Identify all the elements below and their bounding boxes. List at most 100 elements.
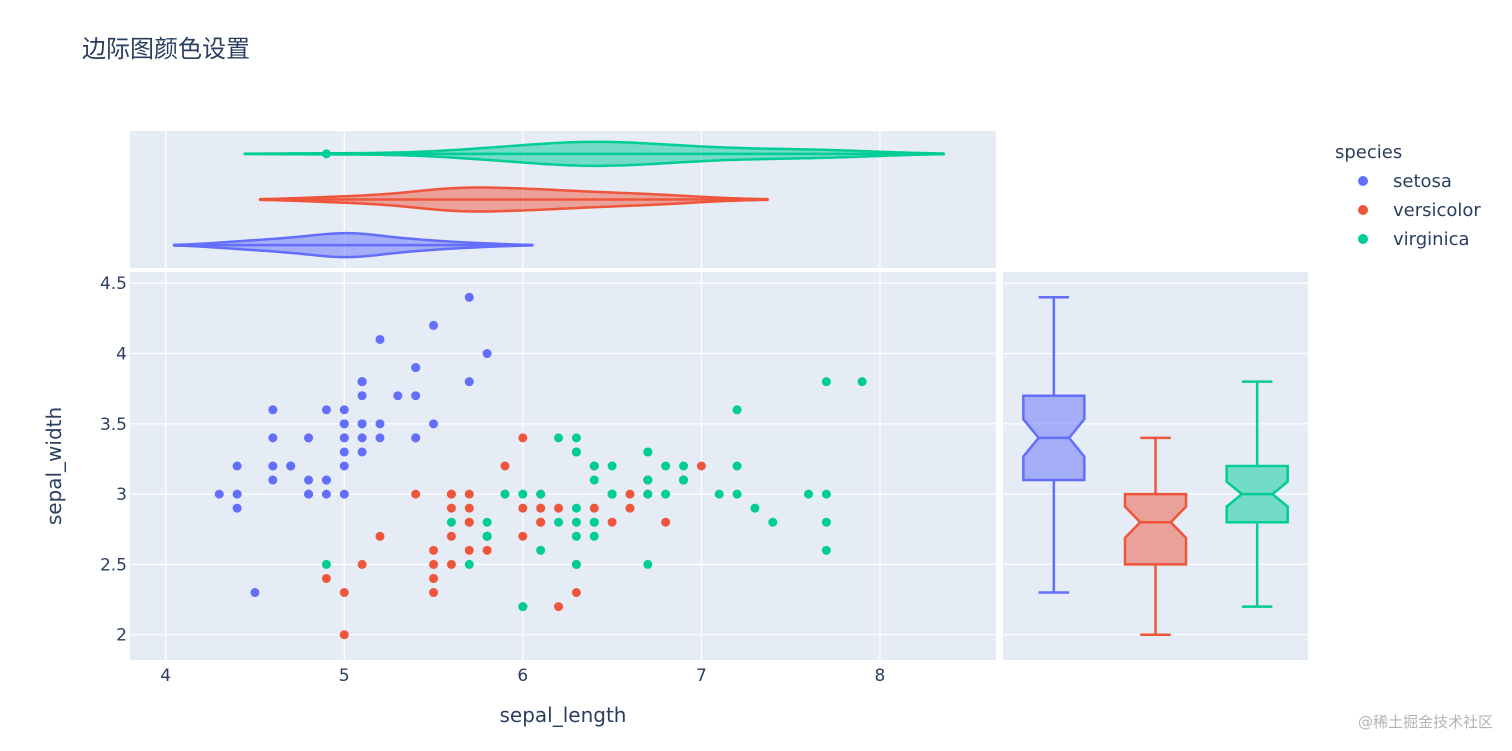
scatter-point-versicolor — [518, 433, 528, 443]
scatter-point-virginica — [536, 489, 546, 499]
legend-marker-versicolor — [1358, 205, 1368, 215]
scatter-point-virginica — [446, 517, 456, 527]
scatter-point-setosa — [357, 391, 367, 401]
scatter-point-versicolor — [554, 503, 564, 513]
scatter-point-versicolor — [589, 503, 599, 513]
scatter-point-virginica — [714, 489, 724, 499]
scatter-point-versicolor — [464, 489, 474, 499]
scatter-point-versicolor — [446, 503, 456, 513]
x-tick-label: 4 — [160, 666, 171, 686]
scatter-point-versicolor — [464, 545, 474, 555]
scatter-point-virginica — [821, 517, 831, 527]
scatter-point-setosa — [339, 447, 349, 457]
scatter-point-setosa — [339, 419, 349, 429]
scatter-point-setosa — [268, 405, 278, 415]
scatter-point-setosa — [339, 461, 349, 471]
scatter-point-versicolor — [429, 573, 439, 583]
scatter-point-virginica — [589, 475, 599, 485]
scatter-point-versicolor — [446, 489, 456, 499]
scatter-point-versicolor — [536, 503, 546, 513]
scatter-point-virginica — [643, 447, 653, 457]
scatter-point-virginica — [321, 559, 331, 569]
scatter-point-virginica — [554, 433, 564, 443]
scatter-point-versicolor — [518, 531, 528, 541]
scatter-point-versicolor — [518, 503, 528, 513]
scatter-point-versicolor — [357, 559, 367, 569]
scatter-point-virginica — [589, 517, 599, 527]
scatter-point-setosa — [268, 461, 278, 471]
scatter-point-virginica — [821, 377, 831, 387]
x-axis-title: sepal_length — [500, 703, 627, 727]
scatter-point-setosa — [339, 405, 349, 415]
scatter-point-virginica — [732, 405, 742, 415]
scatter-point-virginica — [589, 461, 599, 471]
scatter-point-virginica — [661, 489, 671, 499]
scatter-point-setosa — [375, 334, 385, 344]
scatter-point-virginica — [589, 531, 599, 541]
scatter-point-versicolor — [625, 489, 635, 499]
scatter-point-setosa — [357, 433, 367, 443]
scatter-point-setosa — [375, 433, 385, 443]
legend-label-setosa: setosa — [1393, 171, 1452, 192]
scatter-point-virginica — [643, 489, 653, 499]
scatter-point-setosa — [304, 489, 314, 499]
scatter-point-setosa — [411, 391, 421, 401]
scatter-point-setosa — [232, 503, 242, 513]
legend-marker-setosa — [1358, 176, 1368, 186]
scatter-point-virginica — [482, 531, 492, 541]
scatter-point-setosa — [321, 405, 331, 415]
scatter-point-versicolor — [696, 461, 706, 471]
scatter-point-virginica — [571, 433, 581, 443]
scatter-point-setosa — [214, 489, 224, 499]
watermark-text: @稀土掘金技术社区 — [1358, 713, 1493, 731]
scatter-point-versicolor — [607, 517, 617, 527]
scatter-plot-background — [130, 272, 996, 660]
scatter-point-versicolor — [339, 630, 349, 640]
scatter-point-versicolor — [625, 503, 635, 513]
scatter-point-versicolor — [321, 573, 331, 583]
violin-outlier-point-virginica — [321, 149, 331, 159]
scatter-point-versicolor — [661, 517, 671, 527]
scatter-point-setosa — [375, 419, 385, 429]
y-tick-label: 4 — [116, 345, 127, 365]
scatter-point-versicolor — [429, 588, 439, 598]
x-tick-label: 8 — [875, 666, 886, 686]
scatter-point-virginica — [643, 475, 653, 485]
scatter-point-virginica — [607, 489, 617, 499]
violin-marginal-panel — [130, 131, 996, 268]
scatter-point-virginica — [661, 461, 671, 471]
scatter-point-virginica — [821, 545, 831, 555]
scatter-point-setosa — [321, 489, 331, 499]
scatter-point-versicolor — [375, 531, 385, 541]
legend-marker-virginica — [1358, 234, 1368, 244]
scatter-point-setosa — [304, 433, 314, 443]
x-tick-label: 6 — [517, 666, 528, 686]
scatter-point-virginica — [821, 489, 831, 499]
scatter-point-versicolor — [446, 531, 456, 541]
scatter-point-virginica — [482, 517, 492, 527]
scatter-panel: 4 5 6 7 8 2 2.5 3 3.5 4 4.5 — [100, 272, 996, 686]
scatter-point-setosa — [464, 377, 474, 387]
scatter-point-virginica — [500, 489, 510, 499]
y-tick-label: 3.5 — [100, 415, 127, 435]
scatter-point-virginica — [571, 559, 581, 569]
x-tick-label: 7 — [696, 666, 707, 686]
scatter-point-versicolor — [464, 503, 474, 513]
scatter-point-versicolor — [411, 489, 421, 499]
scatter-point-virginica — [518, 489, 528, 499]
legend-label-versicolor: versicolor — [1393, 200, 1481, 221]
scatter-point-setosa — [429, 419, 439, 429]
scatter-point-setosa — [357, 419, 367, 429]
scatter-point-setosa — [357, 447, 367, 457]
scatter-point-setosa — [250, 588, 260, 598]
scatter-point-virginica — [607, 461, 617, 471]
scatter-point-setosa — [339, 489, 349, 499]
scatter-point-virginica — [464, 559, 474, 569]
scatter-point-versicolor — [446, 559, 456, 569]
scatter-point-versicolor — [429, 559, 439, 569]
scatter-point-virginica — [518, 602, 528, 612]
scatter-point-virginica — [804, 489, 814, 499]
x-tick-label: 5 — [339, 666, 350, 686]
scatter-point-virginica — [750, 503, 760, 513]
